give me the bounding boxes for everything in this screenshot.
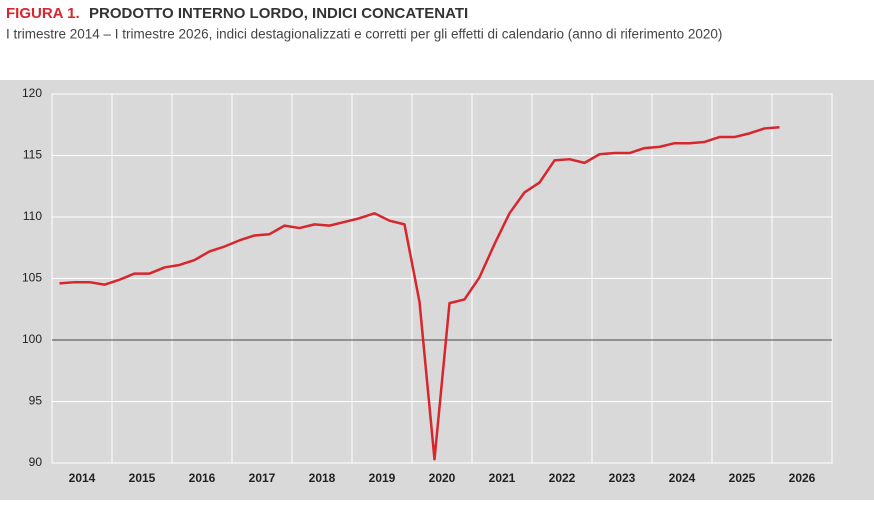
x-tick-label: 2016 [189,471,216,485]
y-tick-label: 105 [22,271,42,285]
x-tick-label: 2022 [549,471,576,485]
x-tick-label: 2017 [249,471,276,485]
chart-title: PRODOTTO INTERNO LORDO, INDICI CONCATENA… [89,5,468,22]
x-tick-label: 2015 [129,471,156,485]
x-tick-label: 2018 [309,471,336,485]
x-tick-label: 2023 [609,471,636,485]
x-tick-label: 2019 [369,471,396,485]
data-line [59,125,780,461]
x-tick-label: 2021 [489,471,516,485]
x-tick-label: 2014 [69,471,96,485]
x-tick-label: 2026 [789,471,816,485]
figure-label: FIGURA 1. [6,5,80,22]
y-tick-label: 100 [22,332,42,346]
x-tick-label: 2024 [669,471,696,485]
y-tick-label: 90 [29,455,43,469]
y-tick-label: 115 [23,148,42,162]
x-tick-label: 2025 [729,471,756,485]
chart-subtitle: I trimestre 2014 – I trimestre 2026, ind… [6,27,722,42]
y-tick-label: 120 [22,86,42,100]
x-tick-label: 2020 [429,471,456,485]
y-tick-label: 95 [29,394,43,408]
y-tick-label: 110 [23,209,42,223]
